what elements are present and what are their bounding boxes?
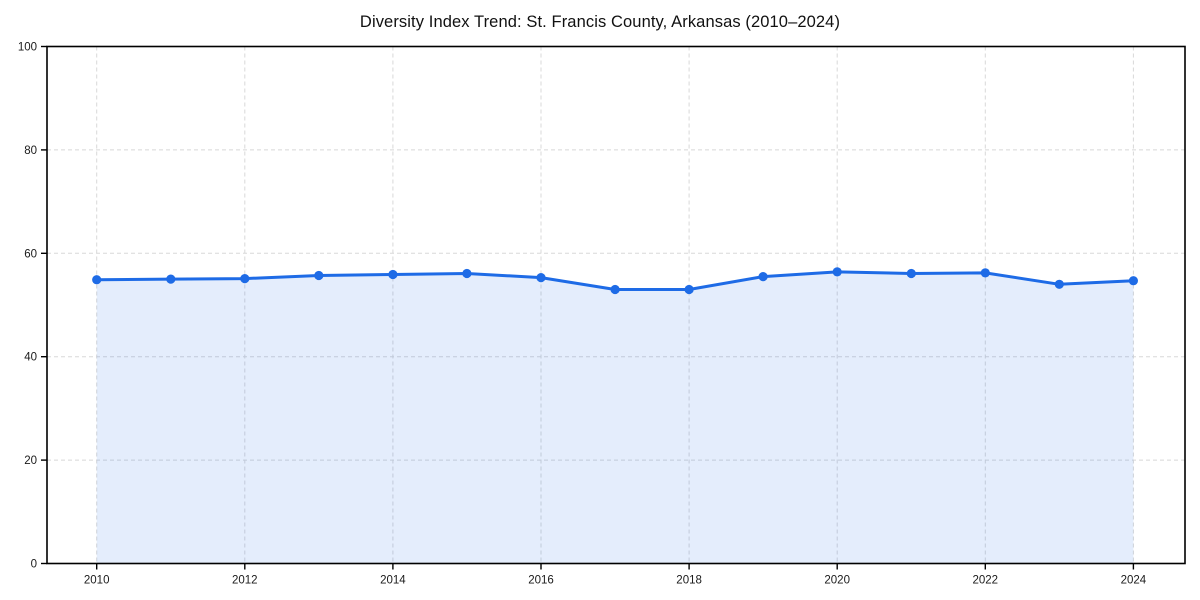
x-tick-label-2018: 2018 xyxy=(676,575,702,587)
x-tick-label-2020: 2020 xyxy=(824,575,850,587)
data-point-2012 xyxy=(240,274,250,284)
area-fill xyxy=(96,271,1134,564)
data-point-2023 xyxy=(1054,279,1064,289)
data-point-2019 xyxy=(758,272,768,282)
data-point-2018 xyxy=(684,284,694,295)
y-tick-label-60: 60 xyxy=(24,248,37,260)
data-point-2016 xyxy=(536,273,546,283)
y-tick-label-40: 40 xyxy=(24,352,37,364)
plot-border xyxy=(46,45,1186,565)
data-point-2020 xyxy=(832,267,842,277)
data-point-2021 xyxy=(906,268,916,279)
data-point-2015 xyxy=(462,268,472,279)
x-tick-label-2022: 2022 xyxy=(973,575,999,587)
data-points xyxy=(92,267,1138,295)
axis-ticks: 0 20 40 60 80 100 2010 2012 2014 2016 2018 2020 2022… xyxy=(18,42,1147,587)
y-tick-label-0: 0 xyxy=(31,559,37,571)
x-tick-label-2024: 2024 xyxy=(1121,575,1147,587)
y-tick-label-100: 100 xyxy=(18,42,37,54)
x-tick-label-2016: 2016 xyxy=(528,575,554,587)
chart-title: Diversity Index Trend: St. Francis Count… xyxy=(359,13,841,31)
x-tick-label-2010: 2010 xyxy=(84,575,110,587)
data-point-2013 xyxy=(314,270,324,281)
x-tick-label-2014: 2014 xyxy=(380,575,406,587)
data-point-2010 xyxy=(92,275,102,285)
y-tick-label-20: 20 xyxy=(24,455,37,467)
data-point-2014 xyxy=(388,269,398,280)
data-point-2022 xyxy=(980,268,990,278)
data-point-2017 xyxy=(610,284,620,295)
x-tick-label-2012: 2012 xyxy=(232,575,258,587)
data-point-2011 xyxy=(166,274,176,284)
data-point-2024 xyxy=(1128,276,1138,286)
y-tick-label-80: 80 xyxy=(24,145,37,157)
